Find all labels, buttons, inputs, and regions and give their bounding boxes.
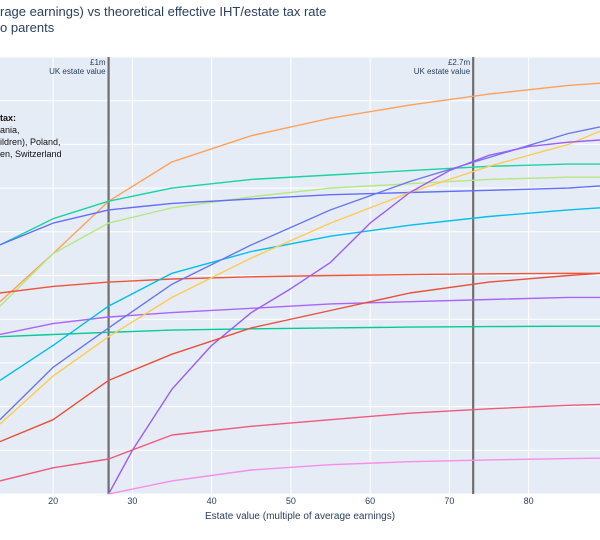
x-tick-label: 70	[444, 496, 454, 506]
series-line-12	[0, 272, 600, 443]
series-line-14	[108, 457, 600, 495]
chart-title: rage earnings) vs theoretical effective …	[0, 4, 326, 36]
series-line-13	[0, 403, 600, 482]
reference-label-text: UK estate value	[49, 67, 106, 76]
series-line-8	[0, 207, 600, 381]
series-line-5	[0, 325, 600, 338]
series-group	[0, 82, 600, 495]
series-line-10	[0, 126, 600, 421]
reference-label-text: UK estate value	[414, 67, 471, 76]
series-line-6	[0, 272, 600, 294]
x-tick-label: 60	[365, 496, 375, 506]
reference-label-value: £1m	[90, 58, 106, 67]
annotation-line1: ania,	[0, 125, 20, 135]
series-line-7	[0, 296, 600, 336]
x-tick-label: 40	[207, 496, 217, 506]
x-tick-label: 30	[127, 496, 137, 506]
annotation-line3: en, Switzerland	[0, 149, 62, 159]
x-axis-label: Estate value (multiple of average earnin…	[205, 511, 395, 522]
series-line-4	[0, 185, 600, 246]
annotation-line2: ildren), Poland,	[0, 137, 61, 147]
annotation-note: tax: ania, ildren), Poland, en, Switzerl…	[0, 112, 62, 160]
chart-title-line1: rage earnings) vs theoretical effective …	[0, 4, 327, 19]
series-line-1	[0, 82, 600, 303]
annotation-heading: tax:	[0, 113, 17, 123]
series-line-3	[0, 176, 600, 307]
chart-title-line2: o parents	[0, 20, 55, 35]
reference-label-value: £2.7m	[448, 58, 471, 67]
x-axis-ticks: 20 30 40 50 60 70 80	[48, 496, 534, 506]
series-line-9	[0, 130, 600, 425]
series-line-11	[107, 139, 600, 495]
series-line-2	[0, 163, 600, 246]
x-tick-label: 20	[48, 496, 58, 506]
x-tick-label: 50	[286, 496, 296, 506]
x-tick-label: 80	[524, 496, 534, 506]
